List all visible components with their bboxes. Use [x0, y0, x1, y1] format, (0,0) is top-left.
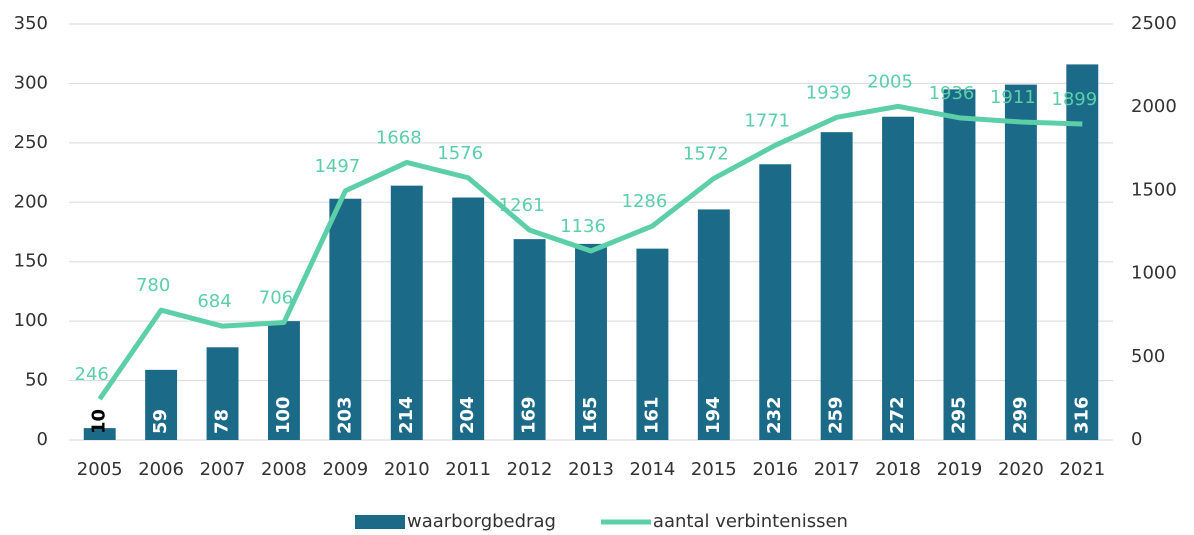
bar-value-label: 78 — [212, 409, 233, 434]
bar — [943, 89, 976, 440]
line-value-label: 1286 — [622, 191, 668, 212]
y2-tick-label: 1000 — [1131, 263, 1177, 284]
bar — [329, 198, 362, 440]
line-value-label: 1939 — [806, 82, 852, 103]
bar — [452, 197, 485, 440]
y-tick-label: 200 — [14, 191, 48, 212]
y2-tick-label: 2000 — [1131, 96, 1177, 117]
bar-value-label: 59 — [150, 409, 171, 434]
y2-tick-label: 1500 — [1131, 179, 1177, 200]
legend-swatch — [355, 515, 405, 529]
bar-value-label: 161 — [641, 396, 662, 434]
x-tick-label: 2011 — [445, 459, 491, 480]
bar — [882, 116, 915, 441]
x-tick-label: 2014 — [630, 459, 676, 480]
bar-value-label: 299 — [1010, 396, 1031, 434]
bar-value-label: 10 — [89, 409, 110, 434]
bar — [145, 369, 178, 440]
x-tick-label: 2017 — [814, 459, 860, 480]
line-value-label: 780 — [136, 275, 170, 296]
line-value-label: 1771 — [744, 110, 790, 131]
bar-value-label: 295 — [948, 396, 969, 434]
y2-tick-label: 2500 — [1131, 13, 1177, 34]
x-tick-label: 2012 — [507, 459, 553, 480]
bar — [83, 428, 116, 440]
line-value-label: 2005 — [867, 71, 913, 92]
bar — [206, 347, 239, 440]
bar — [636, 248, 669, 440]
line-value-label: 1572 — [683, 143, 729, 164]
bar-value-label: 204 — [457, 396, 478, 434]
bar-value-label: 165 — [580, 396, 601, 434]
bar — [820, 132, 853, 440]
line-value-label: 1668 — [376, 127, 422, 148]
bar-value-label: 203 — [334, 396, 355, 434]
bar-value-label: 316 — [1071, 396, 1092, 434]
line-value-label: 1576 — [437, 143, 483, 164]
x-tick-label: 2016 — [752, 459, 798, 480]
x-tick-label: 2021 — [1059, 459, 1105, 480]
bar — [513, 239, 546, 440]
bar-value-label: 100 — [273, 396, 294, 434]
bar — [390, 185, 423, 440]
line — [97, 103, 1083, 401]
line-value-label: 246 — [75, 364, 109, 385]
x-tick-label: 2009 — [322, 459, 368, 480]
y2-tick-label: 0 — [1131, 429, 1142, 450]
bar — [267, 321, 300, 440]
y-tick-label: 0 — [37, 429, 48, 450]
x-tick-label: 2007 — [200, 459, 246, 480]
line-value-label: 684 — [197, 291, 231, 312]
bar-value-label: 232 — [764, 396, 785, 434]
line-value-label: 1136 — [560, 216, 606, 237]
bar — [1066, 64, 1099, 440]
bar-value-label: 214 — [396, 396, 417, 434]
x-tick-label: 2008 — [261, 459, 307, 480]
line-value-label: 1936 — [929, 83, 975, 104]
bar — [1004, 84, 1037, 441]
x-tick-label: 2006 — [138, 459, 184, 480]
line-value-label: 1899 — [1051, 89, 1097, 110]
bar-value-label: 169 — [519, 396, 540, 434]
bar — [697, 209, 730, 440]
y-tick-label: 50 — [25, 370, 48, 391]
x-tick-label: 2010 — [384, 459, 430, 480]
line-value-label: 1261 — [499, 195, 545, 216]
y-tick-label: 100 — [14, 310, 48, 331]
legend-label: aantal verbintenissen — [653, 511, 848, 532]
y-tick-label: 300 — [14, 72, 48, 93]
x-tick-label: 2018 — [875, 459, 921, 480]
legend-label: waarborgbedrag — [407, 511, 556, 532]
y-tick-label: 350 — [14, 13, 48, 34]
x-tick-label: 2020 — [998, 459, 1044, 480]
line-value-label: 706 — [259, 288, 293, 309]
bar-value-label: 272 — [887, 396, 908, 434]
bar — [759, 164, 792, 440]
x-tick-label: 2013 — [568, 459, 614, 480]
x-tick-label: 2005 — [77, 459, 123, 480]
y2-tick-label: 500 — [1131, 346, 1165, 367]
bar — [575, 243, 607, 440]
bar-value-label: 194 — [703, 396, 724, 434]
y-tick-label: 150 — [14, 251, 48, 272]
x-tick-label: 2019 — [937, 459, 983, 480]
y-tick-label: 250 — [14, 132, 48, 153]
line-value-label: 1911 — [990, 87, 1036, 108]
x-tick-label: 2015 — [691, 459, 737, 480]
bar-value-label: 259 — [826, 396, 847, 434]
line-value-label: 1497 — [314, 156, 360, 177]
